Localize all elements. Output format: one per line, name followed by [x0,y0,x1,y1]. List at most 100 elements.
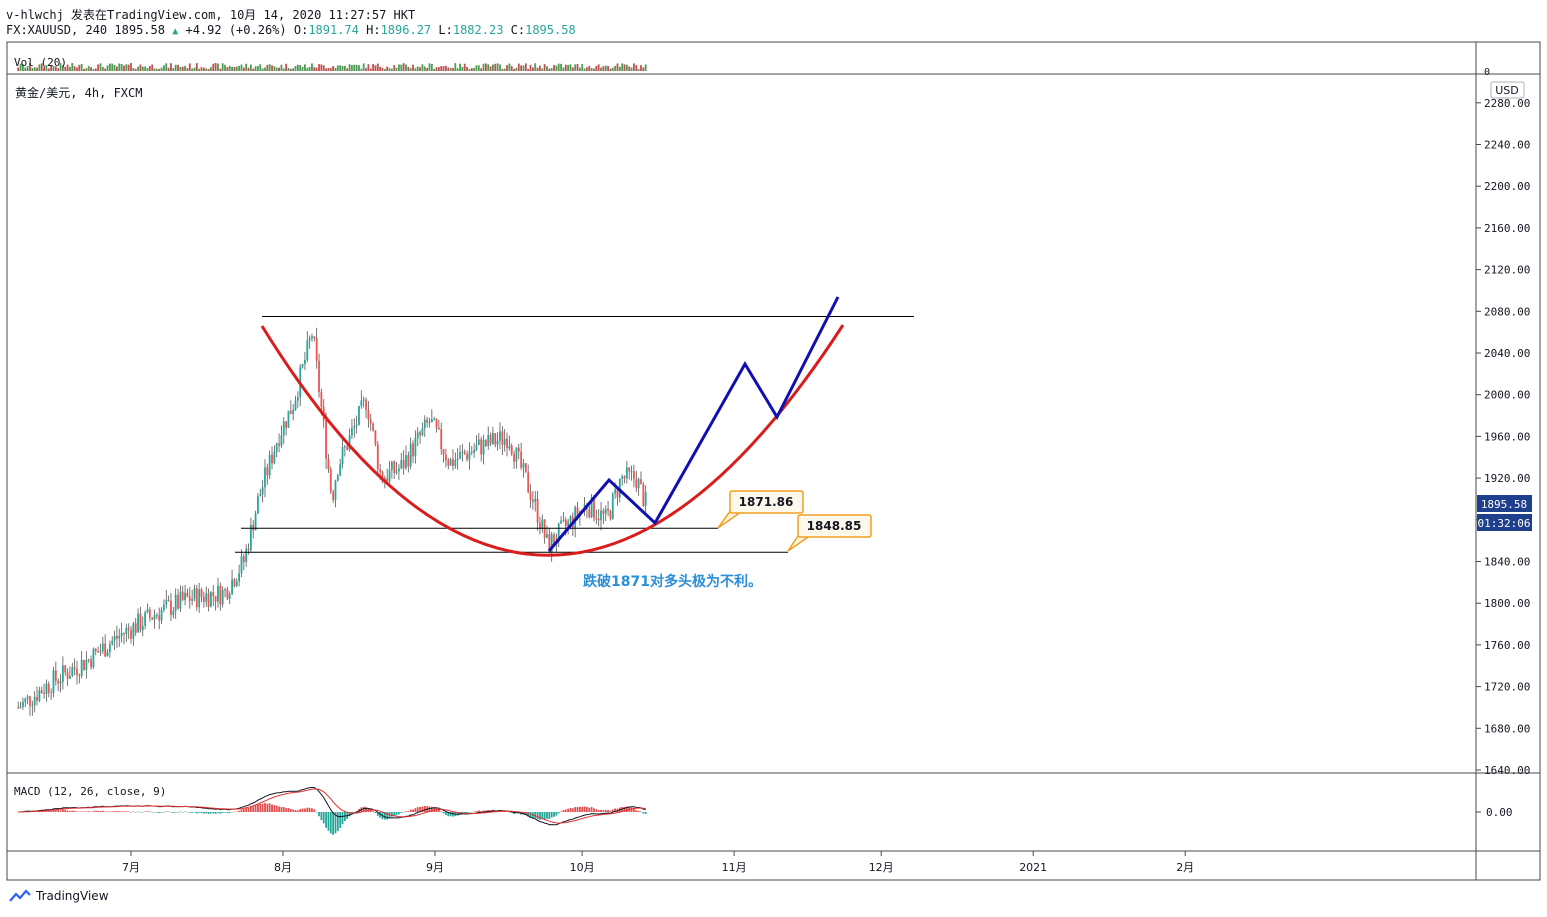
candle-body [31,705,34,707]
volume-bar [630,67,633,71]
macd-histogram-bar [238,810,241,812]
tradingview-logo[interactable]: TradingView [8,889,109,903]
volume-bar [400,64,403,71]
candle-body [144,612,147,626]
candle-body [123,633,125,635]
macd-histogram-bar [541,812,544,820]
time-axis[interactable]: 7月 8月 9月 10月 11月 12月 2021 2月 [122,851,1194,874]
macd-histogram-bar [623,807,626,812]
macd-indicator-label: MACD (12, 26, close, 9) [14,785,166,798]
candle-body [87,659,90,661]
volume-bar [134,68,137,71]
candle-body [360,400,363,406]
volume-bar [553,64,555,71]
candle-body [553,534,555,544]
candle-body [550,534,553,553]
volume-bar [534,63,537,71]
macd-histogram-bar [586,806,588,812]
volume-bar [571,67,574,71]
candle-body [452,459,454,466]
macd-histogram-bar [477,810,480,812]
volume-bar [257,66,259,71]
volume-bar [83,68,85,71]
candle-body [593,497,595,519]
candle-body [146,609,149,613]
macd-histogram-bar [468,812,471,813]
candle-body [125,627,128,635]
candle-body [172,610,175,615]
candle-body [339,464,342,476]
volume-bar [588,65,591,71]
volume-bar [252,68,255,71]
currency-button[interactable] [1490,81,1525,99]
candle-body [332,491,335,501]
price-axis[interactable]: 2280.00 2240.00 2200.00 2160.00 2120.00 2080.… [1476,97,1530,777]
candle-body [285,421,288,428]
open-value: 1891.74 [308,23,359,37]
macd-histogram-bar [548,812,551,820]
volume-bar [625,64,628,71]
candle-body [40,690,43,694]
volume-bar [583,68,586,71]
candle-body [294,400,297,411]
callout-1871-text: 1871.86 [739,495,794,509]
volume-bar [602,66,605,71]
macd-histogram-bar [466,812,468,814]
macd-histogram-bar [137,811,139,812]
candle-body [271,454,273,464]
tradingview-wordmark: TradingView [36,889,109,903]
candle-body [459,452,461,459]
candle-body [76,668,78,676]
candle-body [120,633,123,636]
macd-histogram-bar [358,808,360,812]
candle-body [235,581,238,587]
candle-body [470,451,473,453]
candle-body [604,508,607,514]
volume-bar [550,68,553,71]
callout-1848[interactable]: 1848.85 [787,514,872,552]
volume-bar [22,64,24,71]
projection-path[interactable] [547,296,840,552]
volume-bar [188,63,191,71]
candle-body [595,518,598,520]
volume-bar [271,65,273,71]
volume-bar [581,64,584,71]
candle-body [259,494,262,497]
candle-body [320,391,323,407]
candle-body [108,644,111,653]
macd-histogram-bar [583,806,586,812]
macd-histogram-bar [160,812,163,813]
macd-histogram-bar [235,811,238,812]
volume-bar [294,66,297,71]
macd-histogram-bar [219,812,222,814]
candle-body [101,643,104,652]
candle-body [113,635,116,641]
macd-histogram-bar [172,812,175,813]
callout-1871[interactable]: 1871.86 [717,490,804,529]
candle-body [78,675,81,677]
macd-histogram-bar [440,811,443,812]
macd-histogram-bar [604,809,607,812]
volume-bar [388,68,391,71]
volume-bar [447,67,450,71]
candlestick-series [17,327,647,716]
candle-body [193,588,196,599]
candle-body [440,429,443,450]
candle-body [24,698,27,702]
candle-body [334,480,337,501]
cup-curve[interactable] [260,324,845,557]
volume-bar [123,65,125,71]
candle-body [416,432,419,438]
volume-bar [54,66,57,71]
macd-histogram-bar [273,805,276,812]
macd-histogram-bar [141,812,144,813]
candle-body [395,471,398,473]
macd-histogram-bar [261,803,264,812]
volume-bar [214,63,217,71]
candle-body [640,479,642,485]
analysis-note: 跌破1871对多头极为不利。 [583,573,762,590]
candle-body [249,524,252,551]
candle-body [38,690,41,701]
macd-histogram-bar [280,807,283,812]
